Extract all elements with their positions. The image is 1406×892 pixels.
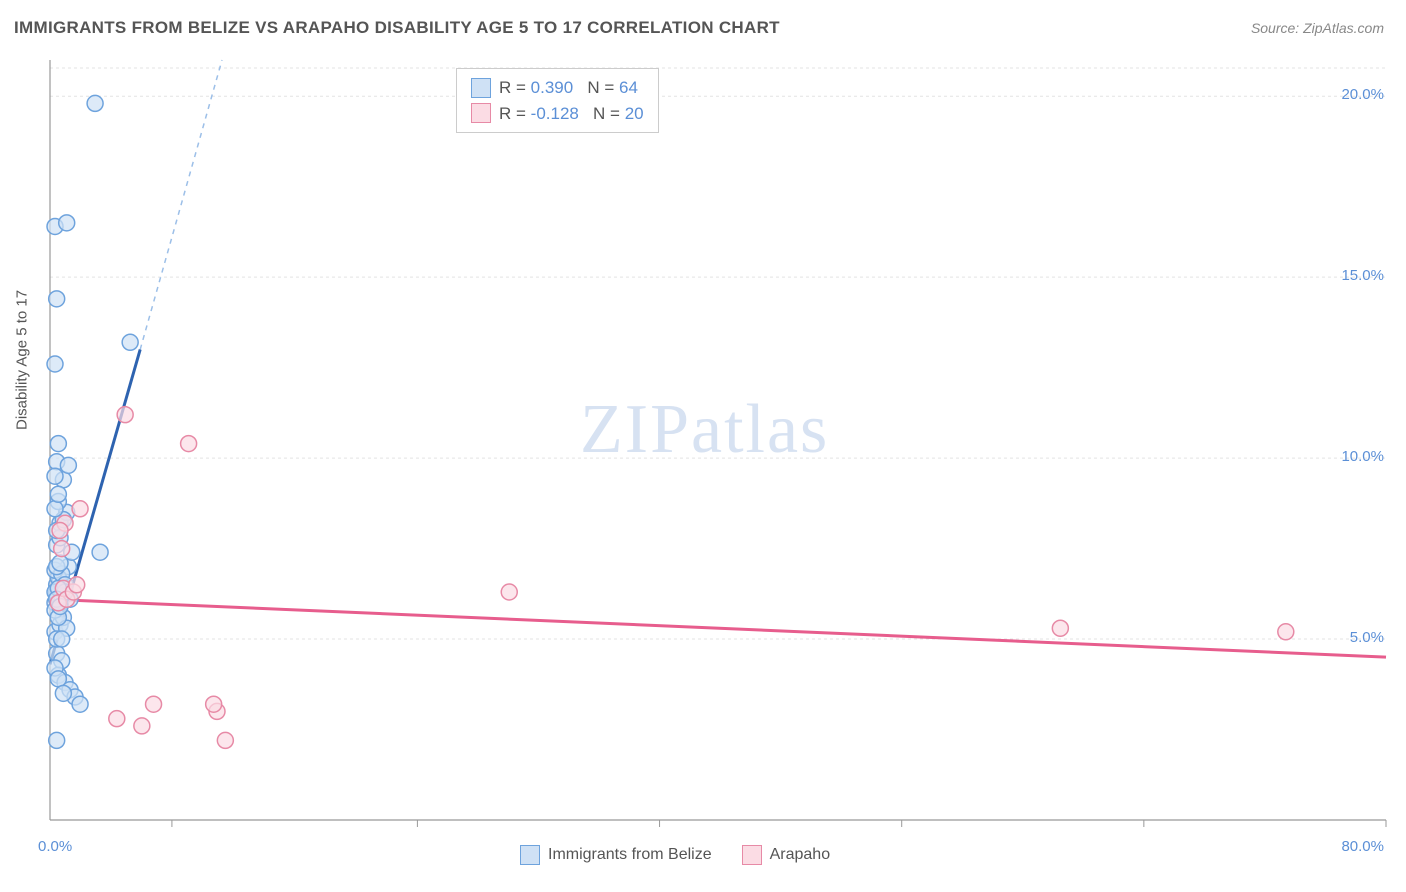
legend-row: R = -0.128 N = 20 [471,101,644,127]
series-legend: Immigrants from Belize Arapaho [520,845,830,865]
legend-swatch [471,78,491,98]
legend-swatch [471,103,491,123]
y-tick-label: 10.0% [1341,448,1384,465]
y-tick-label: 15.0% [1341,267,1384,284]
x-axis-min: 0.0% [38,838,72,855]
legend-row: R = 0.390 N = 64 [471,75,644,101]
x-axis-max: 80.0% [1341,838,1384,855]
scatter-plot [0,0,1406,892]
legend-item: Immigrants from Belize [520,845,712,865]
stats-legend: R = 0.390 N = 64 R = -0.128 N = 20 [456,68,659,133]
legend-swatch [742,845,762,865]
y-tick-label: 20.0% [1341,86,1384,103]
legend-label: Arapaho [770,846,831,864]
legend-item: Arapaho [742,845,831,865]
legend-swatch [520,845,540,865]
legend-label: Immigrants from Belize [548,846,712,864]
y-tick-label: 5.0% [1350,629,1384,646]
